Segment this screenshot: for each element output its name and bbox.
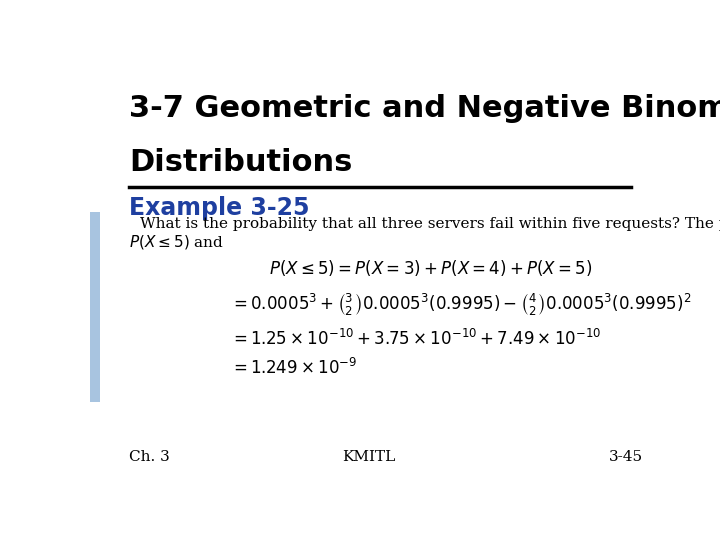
Text: 3-45: 3-45 <box>609 450 643 464</box>
Text: $= 1.249 \times 10^{-9}$: $= 1.249 \times 10^{-9}$ <box>230 358 356 378</box>
Text: 3-7 Geometric and Negative Binomial: 3-7 Geometric and Negative Binomial <box>129 94 720 123</box>
Bar <box>90 212 100 402</box>
Text: Ch. 3: Ch. 3 <box>129 450 170 464</box>
Text: KMITL: KMITL <box>343 450 395 464</box>
Text: $= 0.0005^3 + \binom{3}{2}0.0005^3(0.9995) - \binom{4}{2}0.0005^3(0.9995)^2$: $= 0.0005^3 + \binom{3}{2}0.0005^3(0.999… <box>230 292 690 318</box>
Text: $= 1.25 \times 10^{-10} + 3.75 \times 10^{-10} + 7.49 \times 10^{-10}$: $= 1.25 \times 10^{-10} + 3.75 \times 10… <box>230 329 600 349</box>
Text: $P(X \leq 5) = P(X = 3) + P(X = 4) + P(X = 5)$: $P(X \leq 5) = P(X = 3) + P(X = 4) + P(X… <box>269 258 592 278</box>
Text: Example 3-25: Example 3-25 <box>129 196 310 220</box>
Text: $P(X \leq 5)$ and: $P(X \leq 5)$ and <box>129 233 224 251</box>
Text: What is the probability that all three servers fail within five requests? The pr: What is the probability that all three s… <box>140 217 720 231</box>
Text: Distributions: Distributions <box>129 148 352 177</box>
